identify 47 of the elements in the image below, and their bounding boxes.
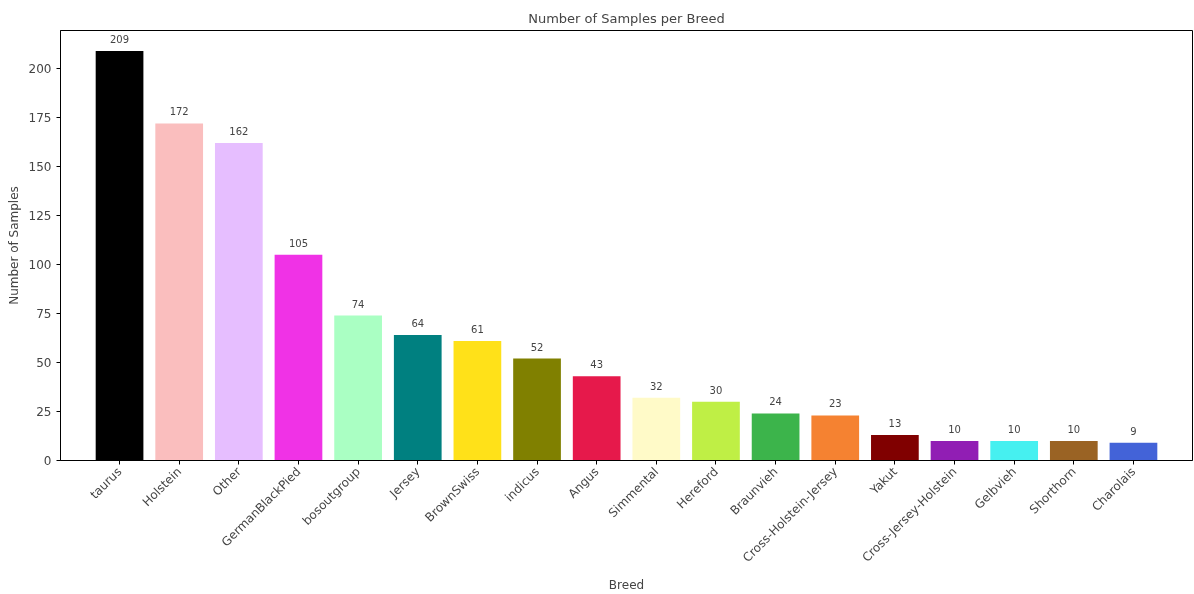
- y-tick-label: 0: [43, 454, 52, 468]
- y-tick-label: 50: [36, 356, 52, 371]
- y-tick-label: 125: [28, 209, 52, 224]
- data-label: 10: [948, 423, 961, 435]
- data-label: 24: [769, 396, 782, 408]
- bar: [155, 123, 204, 461]
- bar: [572, 376, 621, 461]
- data-label: 64: [411, 318, 425, 330]
- bar: [990, 440, 1039, 461]
- data-label: 32: [649, 380, 663, 392]
- chart-title: Number of Samples per Breed: [528, 10, 725, 26]
- data-label: 23: [828, 398, 842, 410]
- y-tick-label: 150: [28, 160, 52, 175]
- x-axis-title: Breed: [608, 577, 645, 592]
- bar: [632, 397, 681, 461]
- y-tick-label: 25: [36, 405, 52, 420]
- bar: [1049, 440, 1098, 461]
- data-label: 172: [169, 106, 189, 118]
- y-tick-label: 175: [28, 111, 52, 126]
- bar: [1109, 442, 1158, 461]
- y-tick-label: 75: [36, 307, 52, 322]
- data-label: 74: [351, 298, 365, 310]
- bar: [871, 435, 919, 461]
- data-label: 162: [229, 126, 249, 138]
- y-tick-label: 100: [28, 258, 52, 273]
- bar: [811, 415, 860, 461]
- bar: [513, 358, 561, 461]
- data-label: 30: [709, 384, 723, 396]
- data-label: 61: [471, 323, 484, 335]
- data-label: 9: [1130, 425, 1137, 437]
- bar: [751, 413, 800, 461]
- data-label: 43: [590, 359, 604, 371]
- y-tick-label: 200: [28, 62, 52, 77]
- data-label: 13: [888, 418, 902, 430]
- bar: [214, 143, 263, 461]
- bar: [334, 315, 382, 461]
- data-label: 105: [288, 237, 309, 249]
- bar: [274, 254, 323, 461]
- bar: [930, 440, 979, 461]
- data-label: 52: [530, 341, 544, 353]
- bar: [453, 340, 502, 461]
- bar: [692, 401, 740, 461]
- bar: [393, 335, 442, 461]
- data-label: 209: [110, 33, 130, 45]
- data-label: 10: [1067, 423, 1081, 435]
- data-label: 10: [1007, 423, 1021, 435]
- y-axis-title: Number of Samples: [6, 186, 21, 305]
